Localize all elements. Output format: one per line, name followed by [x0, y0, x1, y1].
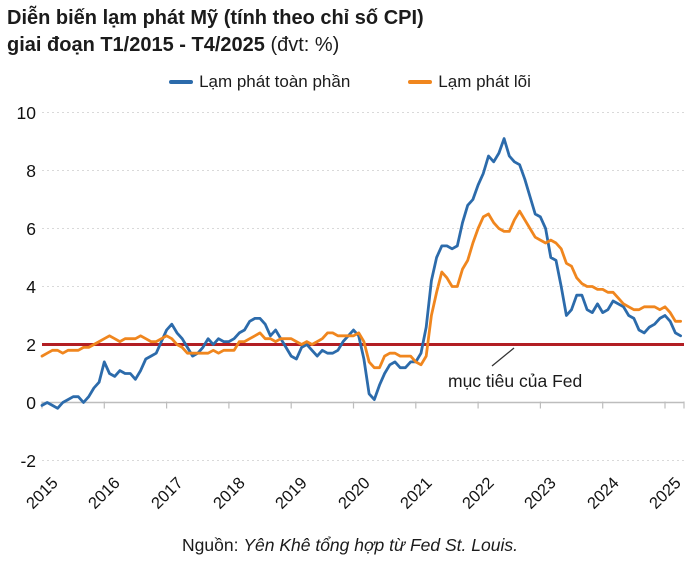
legend-label-headline: Lạm phát toàn phần — [199, 72, 351, 91]
annotation-leader-line — [491, 347, 515, 367]
chart-title-unit: (đvt: %) — [264, 34, 340, 56]
legend: Lạm phát toàn phần Lạm phát lõi — [0, 69, 700, 95]
legend-item-headline: Lạm phát toàn phần — [169, 72, 350, 92]
headline-series-swatch-icon — [169, 80, 194, 84]
legend-label-core: Lạm phát lõi — [438, 72, 531, 91]
y-tick-label: 4 — [26, 276, 36, 297]
chart-title: Diễn biến lạm phát Mỹ (tính theo chỉ số … — [7, 5, 424, 59]
y-tick-label: 6 — [26, 218, 36, 239]
chart-title-line1: Diễn biến lạm phát Mỹ (tính theo chỉ số … — [7, 7, 424, 29]
chart-title-period: giai đoạn T1/2015 - T4/2025 — [7, 34, 265, 56]
source-text: Yên Khê tổng hợp từ Fed St. Louis. — [243, 535, 518, 555]
source-prefix: Nguồn: — [182, 535, 244, 555]
legend-item-core: Lạm phát lõi — [408, 72, 531, 92]
headline-inflation-line — [40, 137, 682, 410]
y-tick-label: 8 — [26, 160, 36, 181]
y-tick-label: -2 — [20, 450, 36, 471]
core-series-swatch-icon — [408, 80, 433, 84]
y-tick-label: 2 — [26, 334, 36, 355]
fed-target-annotation: mục tiêu của Fed — [448, 371, 583, 391]
y-tick-label: 10 — [16, 102, 36, 123]
y-tick-label: 0 — [26, 392, 36, 413]
core-inflation-line — [40, 209, 682, 370]
source-line: Nguồn: Yên Khê tổng hợp từ Fed St. Louis… — [0, 535, 700, 556]
chart-title-line2: giai đoạn T1/2015 - T4/2025 (đvt: %) — [7, 32, 424, 59]
